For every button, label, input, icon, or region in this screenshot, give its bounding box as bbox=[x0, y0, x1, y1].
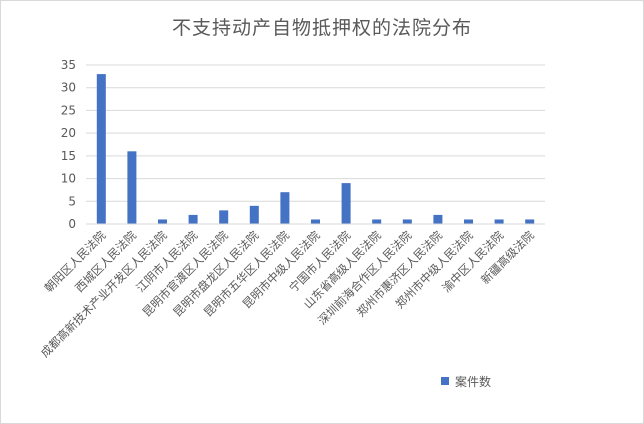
bar bbox=[280, 192, 290, 224]
legend-label: 案件数 bbox=[455, 374, 491, 389]
bar bbox=[188, 214, 198, 224]
chart-title: 不支持动产自物抵押权的法院分布 bbox=[172, 17, 472, 39]
bar bbox=[433, 214, 443, 224]
bars bbox=[96, 74, 535, 224]
y-tick-label: 20 bbox=[61, 126, 76, 140]
bar bbox=[311, 219, 320, 224]
bar bbox=[127, 151, 137, 224]
bar bbox=[372, 219, 382, 224]
y-tick-label: 35 bbox=[61, 58, 76, 72]
bar bbox=[464, 219, 473, 224]
bar bbox=[219, 210, 229, 224]
bar bbox=[525, 219, 535, 224]
bar bbox=[494, 219, 504, 224]
legend: 案件数 bbox=[441, 374, 491, 389]
y-tick-label: 5 bbox=[68, 194, 76, 208]
bar bbox=[341, 183, 351, 224]
y-tick-label: 30 bbox=[61, 81, 76, 95]
legend-swatch bbox=[441, 377, 449, 385]
gridlines bbox=[86, 64, 545, 202]
y-tick-label: 25 bbox=[61, 103, 76, 117]
y-tick-label: 15 bbox=[61, 149, 76, 163]
bar bbox=[158, 219, 167, 224]
x-axis-labels: 朝阳区人民法院西城区人民法院成都高新技术产业开发区人民法院江阴市人民法院昆明市官… bbox=[38, 228, 537, 360]
bar bbox=[249, 205, 259, 224]
x-tick-label: 成都高新技术产业开发区人民法院 bbox=[38, 228, 170, 360]
bar bbox=[402, 219, 412, 224]
bar bbox=[96, 74, 106, 224]
y-tick-label: 0 bbox=[68, 217, 76, 231]
y-tick-label: 10 bbox=[61, 172, 76, 186]
y-axis-ticks: 0 5 10 15 20 25 30 35 bbox=[61, 58, 76, 231]
